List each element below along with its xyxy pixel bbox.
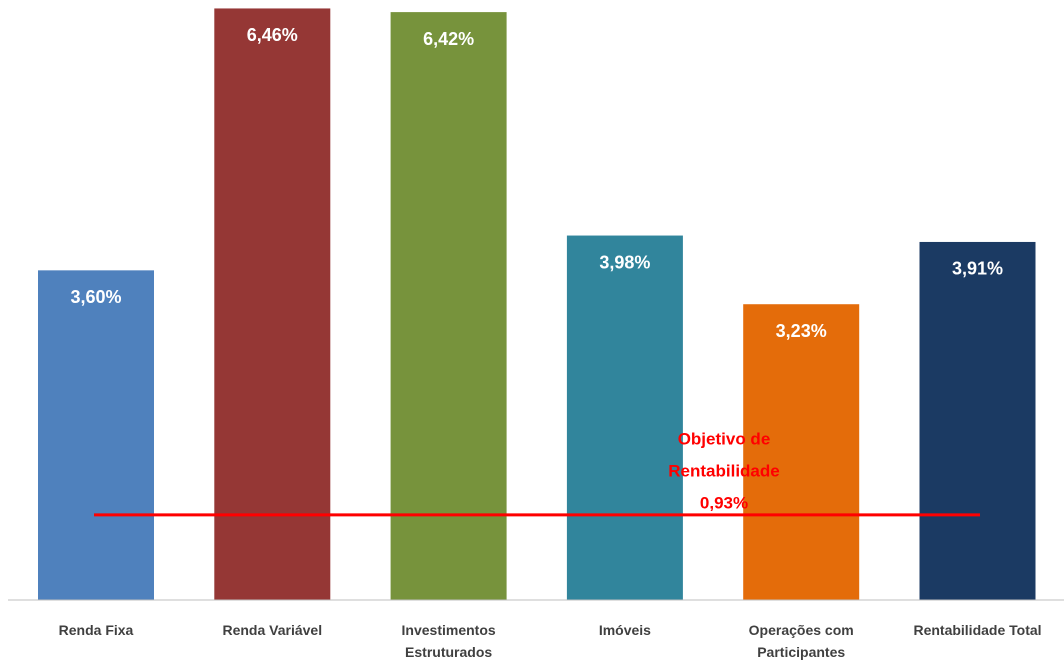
target-label: Objetivo de bbox=[678, 429, 771, 448]
bar bbox=[390, 12, 507, 600]
x-tick-label: Investimentos Estruturados bbox=[401, 622, 496, 660]
x-tick-label: Imóveis bbox=[598, 622, 651, 638]
data-label: 6,42% bbox=[423, 29, 474, 49]
bar bbox=[743, 304, 860, 600]
bar bbox=[566, 235, 683, 600]
x-tick-label: Rentabilidade Total bbox=[913, 622, 1042, 638]
data-label: 3,98% bbox=[599, 252, 650, 272]
data-label: 3,23% bbox=[776, 321, 827, 341]
target-label: Rentabilidade bbox=[668, 461, 779, 480]
data-label: 3,60% bbox=[70, 287, 121, 307]
data-label: 6,46% bbox=[247, 25, 298, 45]
x-tick-label: Renda Variável bbox=[222, 622, 323, 638]
bar bbox=[38, 270, 154, 600]
bar bbox=[919, 241, 1036, 600]
x-tick-label: Renda Fixa bbox=[58, 622, 134, 638]
target-label: 0,93% bbox=[700, 493, 748, 512]
data-label: 3,91% bbox=[952, 259, 1003, 279]
bar bbox=[214, 8, 331, 601]
x-tick-label: Operações com Participantes bbox=[748, 622, 854, 660]
